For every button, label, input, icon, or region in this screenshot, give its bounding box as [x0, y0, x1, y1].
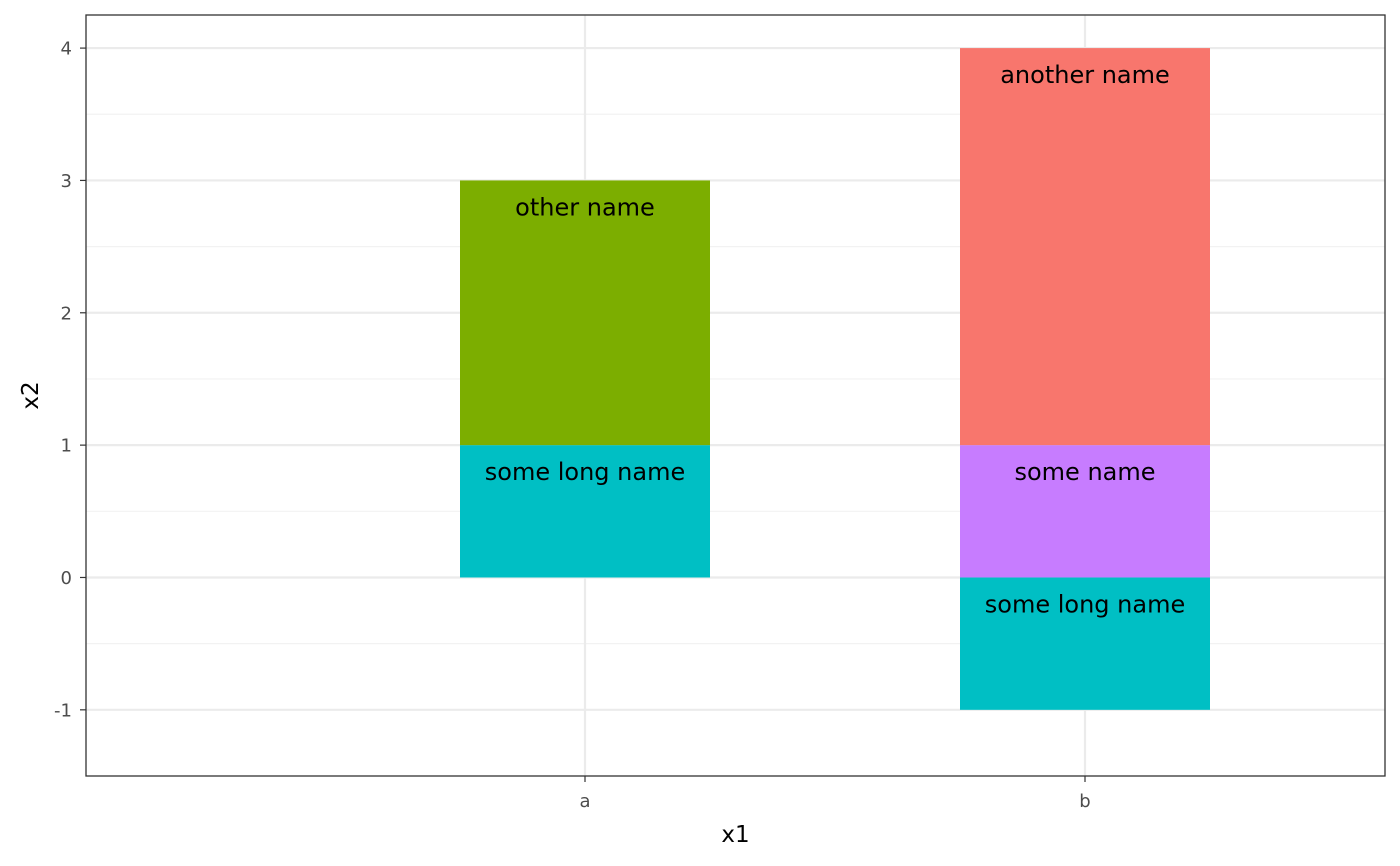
bar-segment-a — [460, 445, 710, 578]
y-tick-label: -1 — [54, 700, 72, 721]
y-tick-label: 2 — [61, 303, 72, 324]
x-tick-label: a — [579, 791, 590, 812]
panel-border — [85, 14, 1386, 777]
bar-label: some long name — [485, 458, 685, 486]
y-tick-label: 3 — [61, 171, 72, 192]
bar-segment-b — [960, 48, 1210, 446]
y-tick-label: 4 — [61, 39, 72, 60]
axes: -1 0 1 2 3 4 a b — [54, 39, 1091, 812]
bar-label: another name — [1000, 61, 1170, 89]
x-axis-title: x1 — [721, 822, 749, 848]
bar-label: other name — [515, 193, 655, 221]
bar-label: some long name — [985, 590, 1185, 618]
bar-label: some name — [1014, 458, 1155, 486]
y-tick-label: 0 — [61, 568, 72, 589]
y-tick-label: 1 — [61, 436, 72, 457]
x-tick-label: b — [1079, 791, 1090, 812]
y-axis-title: x2 — [18, 381, 44, 409]
bar-segment-b — [960, 445, 1210, 578]
bar-segment-a — [460, 180, 710, 446]
bars — [460, 48, 1210, 710]
bar-labels: some long name other name some long name so… — [485, 61, 1185, 618]
bar-segment-b — [960, 577, 1210, 710]
